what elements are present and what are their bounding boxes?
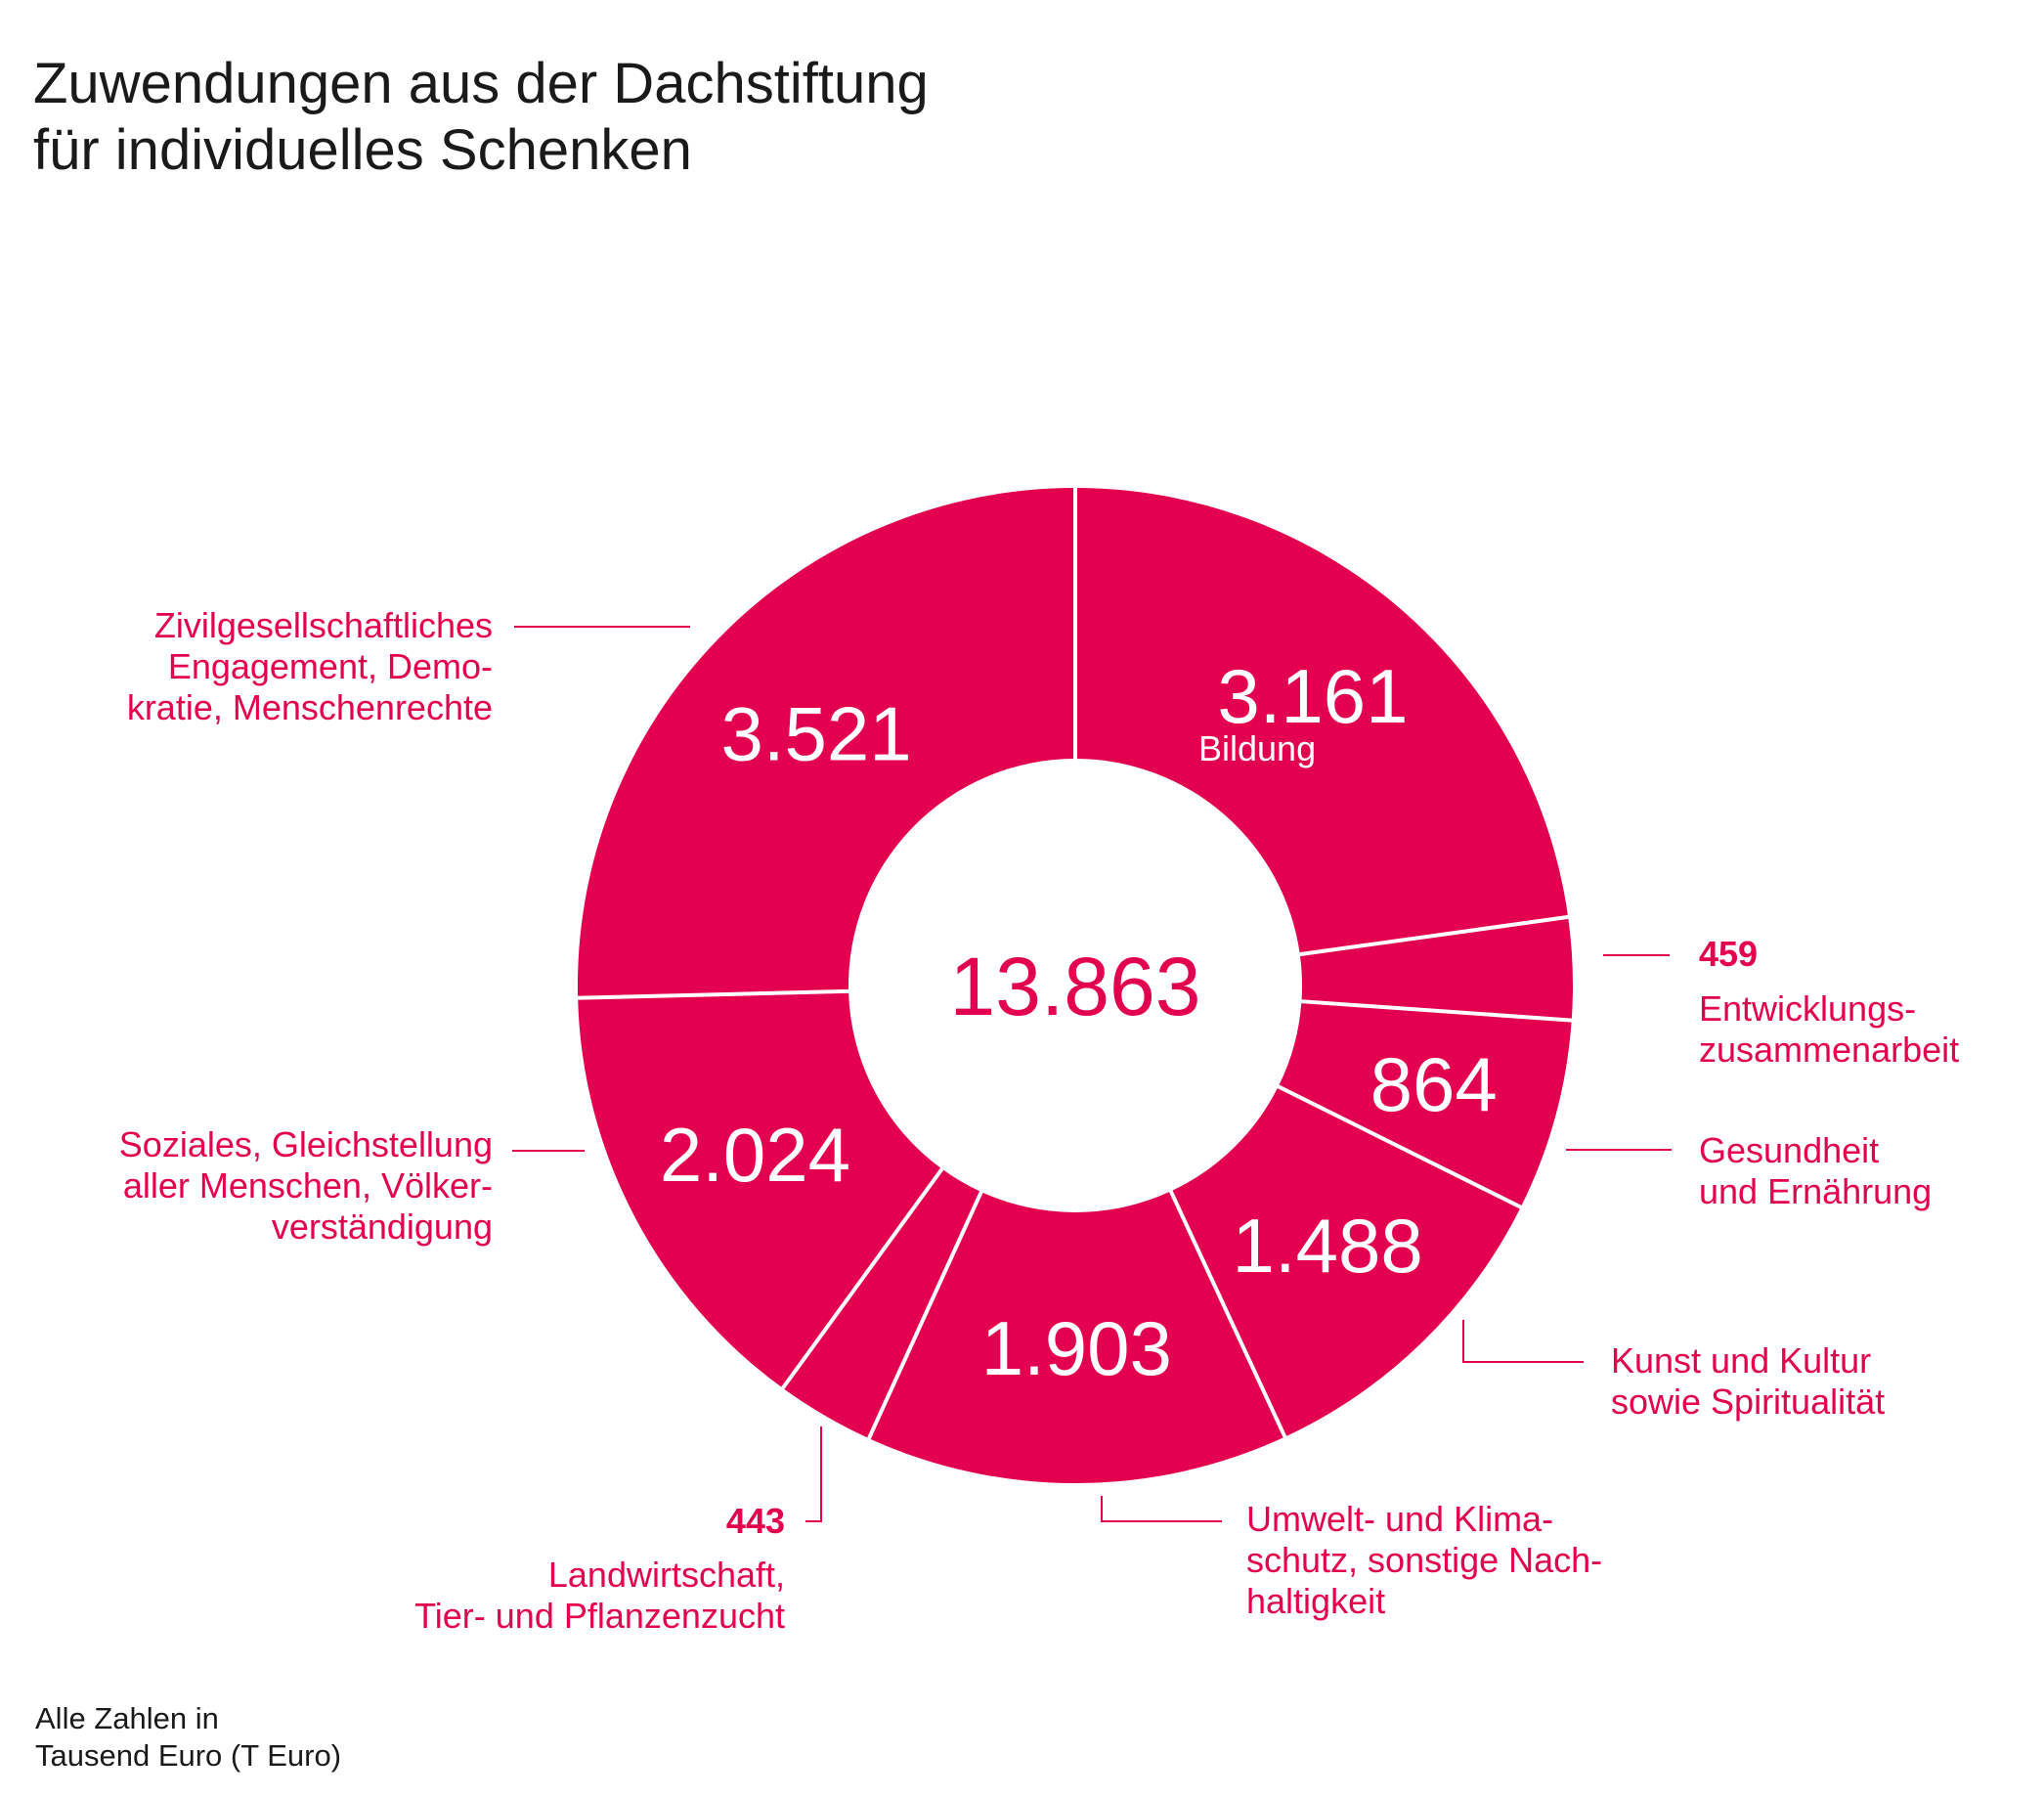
label-line: haltigkeit — [1246, 1581, 1385, 1621]
label-line: sowie Spiritualität — [1611, 1381, 1885, 1422]
value-gesundheit: 864 — [1370, 1041, 1498, 1127]
unit-note-line: Alle Zahlen in — [35, 1701, 219, 1735]
separator-line — [1168, 1188, 1288, 1440]
label-umwelt-und-klima: Umwelt- und Klima-schutz, sonstige Nach-… — [1246, 1499, 1602, 1621]
slice-separators — [576, 486, 1574, 1441]
label-line: Umwelt- und Klima- — [1246, 1499, 1553, 1539]
slice-values: 3.161 459 864 1.488 1.903 443 2.024 3.521 — [660, 653, 1758, 1541]
leader-lines — [512, 626, 1672, 1522]
label-line: kratie, Menschenrechte — [127, 687, 493, 727]
leader-line-kunst-und-kultur — [1462, 1320, 1584, 1363]
slice-bildung — [1075, 488, 1569, 955]
label-soziales-gleichstellung: Soziales, Gleichstellung aller Menschen, … — [119, 1124, 493, 1247]
slice-umwelt-und-klima — [868, 1191, 1285, 1483]
slice-zivilgesellschaftliches — [578, 488, 1075, 998]
leader-line-umwelt-und-klima — [1101, 1496, 1222, 1522]
label-entwicklungs: Entwicklungs-zusammenarbeit — [1699, 988, 1959, 1070]
separator-line — [866, 1189, 984, 1441]
chart-title-line: für individuelles Schenken — [33, 118, 692, 182]
label-line: Tier- und Pflanzenzucht — [414, 1596, 785, 1636]
value-landwirtschaft: 443 — [726, 1501, 785, 1541]
value-soziales-gleichstellung: 2.024 — [660, 1112, 850, 1198]
separator-line — [576, 988, 851, 1000]
label-line: Zivilgesellschaftliches — [154, 605, 493, 645]
separator-line — [1276, 1083, 1524, 1210]
slice-entwicklungs — [1299, 916, 1573, 1021]
label-line: Gesundheit — [1699, 1130, 1879, 1170]
label-bildung: Bildung — [1198, 728, 1316, 768]
donut-slices — [578, 488, 1573, 1483]
slice-landwirtschaft — [782, 1168, 981, 1439]
label-line: Bildung — [1198, 728, 1316, 768]
slice-labels: Bildung Entwicklungs-zusammenarbeit Gesund… — [119, 605, 1959, 1636]
slice-kunst-und-kultur — [1170, 1086, 1521, 1437]
label-gesundheit: Gesundheit und Ernährung — [1699, 1130, 1932, 1211]
value-umwelt-und-klima: 1.903 — [981, 1305, 1172, 1391]
value-zivilgesellschaftliches: 3.521 — [721, 691, 912, 777]
separator-line — [779, 1165, 945, 1391]
label-line: Landwirtschaft, — [548, 1555, 785, 1595]
separator-line — [1299, 999, 1574, 1023]
label-line: und Ernährung — [1699, 1171, 1932, 1211]
label-zivilgesellschaftliches: Zivilgesellschaftliches Engagement, Demo-… — [127, 605, 493, 727]
slice-soziales-gleichstellung — [578, 990, 942, 1388]
total-value: 13.863 — [950, 941, 1201, 1032]
label-line: Kunst und Kultur — [1611, 1340, 1871, 1381]
label-kunst-und-kultur: Kunst und Kultur sowie Spiritualität — [1611, 1340, 1885, 1422]
leader-line-landwirtschaft — [805, 1426, 822, 1522]
unit-note-line: Tausend Euro (T Euro) — [35, 1738, 341, 1773]
label-line: aller Menschen, Völker- — [123, 1165, 493, 1206]
label-landwirtschaft: Landwirtschaft, Tier- und Pflanzenzucht — [414, 1555, 785, 1636]
value-entwicklungs: 459 — [1699, 934, 1758, 974]
label-line: verständigung — [272, 1206, 493, 1247]
label-line: zusammenarbeit — [1699, 1030, 1959, 1070]
chart-title-line: Zuwendungen aus der Dachstiftung — [33, 52, 929, 115]
label-line: Engagement, Demo- — [168, 646, 493, 686]
label-line: schutz, sonstige Nach- — [1246, 1540, 1602, 1580]
label-line: Soziales, Gleichstellung — [119, 1124, 493, 1164]
separator-line — [1297, 914, 1571, 957]
slice-gesundheit — [1278, 1001, 1572, 1207]
value-kunst-und-kultur: 1.488 — [1233, 1203, 1423, 1289]
value-bildung: 3.161 — [1217, 653, 1408, 739]
label-line: Entwicklungs- — [1699, 988, 1916, 1029]
